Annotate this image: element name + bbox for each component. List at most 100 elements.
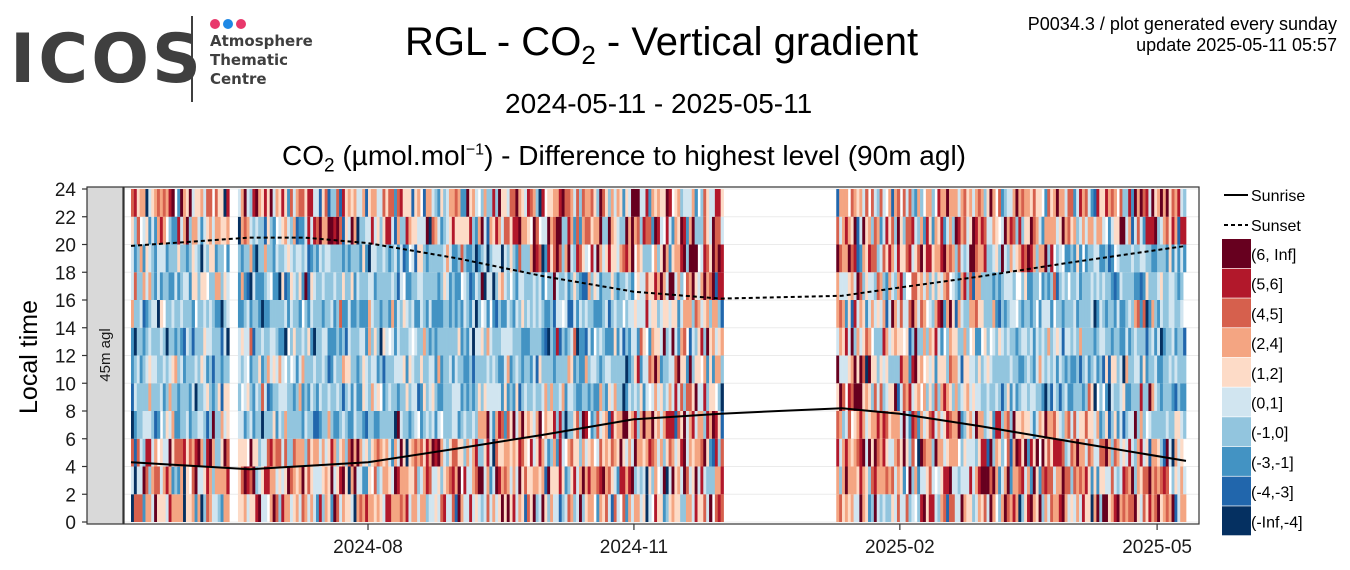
- heatmap-cell: [385, 438, 389, 467]
- heatmap-cell: [457, 355, 461, 384]
- heatmap-cell: [1064, 216, 1068, 245]
- heatmap-cell: [492, 355, 496, 384]
- heatmap-cell: [911, 355, 915, 384]
- heatmap-cell: [422, 411, 427, 439]
- legend-swatch: [1222, 268, 1251, 298]
- heatmap-cell: [547, 411, 551, 439]
- heatmap-cell: [480, 411, 484, 439]
- heatmap-cell: [1107, 244, 1112, 273]
- heatmap-cell: [628, 383, 632, 411]
- heatmap-cell: [980, 216, 985, 245]
- heatmap-cell: [1012, 300, 1016, 328]
- heatmap-cell: [998, 272, 1002, 300]
- heatmap-cell: [336, 327, 340, 356]
- heatmap-cell: [327, 244, 331, 273]
- heatmap-cell: [223, 327, 227, 356]
- heatmap-cell: [671, 494, 675, 522]
- heatmap-cell: [703, 300, 707, 328]
- subtitle-superscript: −1: [465, 141, 485, 159]
- heatmap-cell: [850, 216, 854, 245]
- heatmap-cell: [1099, 411, 1103, 439]
- heatmap-cell: [865, 438, 869, 467]
- heatmap-cell: [1154, 300, 1158, 328]
- heatmap-cell: [1079, 411, 1083, 439]
- heatmap-cell: [258, 355, 262, 384]
- heatmap-cell: [174, 383, 178, 411]
- heatmap-cell: [694, 327, 698, 356]
- heatmap-cell: [628, 216, 632, 245]
- heatmap-cell: [145, 355, 149, 384]
- heatmap-cell: [255, 494, 259, 522]
- heatmap-cell: [639, 189, 643, 217]
- heatmap-cell: [246, 244, 250, 273]
- heatmap-cell: [567, 383, 571, 411]
- heatmap-cell: [131, 411, 135, 439]
- heatmap-cell: [159, 494, 164, 522]
- heatmap-cell: [298, 383, 302, 411]
- heatmap-cell: [908, 189, 912, 217]
- heatmap-cell: [171, 494, 175, 522]
- heatmap-cell: [431, 216, 435, 245]
- heatmap-cell: [272, 189, 276, 217]
- heatmap-cell: [359, 411, 363, 439]
- heatmap-cell: [252, 300, 256, 328]
- heatmap-cell: [553, 494, 557, 522]
- heatmap-cell: [1021, 189, 1025, 217]
- heatmap-cell: [665, 466, 669, 495]
- heatmap-cell: [133, 466, 138, 495]
- heatmap-cell: [931, 216, 935, 245]
- heatmap-cell: [396, 466, 401, 495]
- heatmap-cell: [301, 272, 305, 300]
- heatmap-cell: [529, 355, 534, 384]
- heatmap-cell: [986, 189, 990, 217]
- heatmap-cell: [180, 466, 184, 495]
- heatmap-cell: [946, 355, 950, 384]
- subtitle-text: ) - Difference to highest level (90m agl…: [484, 140, 966, 171]
- heatmap-cell: [408, 327, 412, 356]
- heatmap-cell: [1099, 189, 1103, 217]
- heatmap-cell: [1029, 466, 1034, 495]
- heatmap-cell: [483, 272, 487, 300]
- heatmap-cell: [995, 272, 999, 300]
- heatmap-cell: [1116, 327, 1120, 356]
- heatmap-cell: [379, 466, 383, 495]
- heatmap-cell: [1174, 411, 1178, 439]
- heatmap-cell: [469, 272, 473, 300]
- heatmap-cell: [486, 466, 490, 495]
- heatmap-cell: [980, 272, 985, 300]
- heatmap-cell: [972, 327, 976, 356]
- heatmap-cell: [596, 300, 600, 328]
- heatmap-cell: [1041, 300, 1045, 328]
- heatmap-cell: [581, 272, 586, 300]
- heatmap-cell: [1125, 466, 1129, 495]
- subtitle-text: (µmol.mol: [334, 140, 466, 171]
- heatmap-cell: [538, 466, 542, 495]
- heatmap-cell: [506, 300, 510, 328]
- heatmap-cell: [503, 466, 508, 495]
- heatmap-cell: [145, 383, 149, 411]
- heatmap-cell: [258, 216, 262, 245]
- heatmap-cell: [1067, 494, 1071, 522]
- heatmap-cell: [980, 494, 985, 522]
- heatmap-cell: [631, 494, 635, 522]
- heatmap-cell: [249, 244, 253, 273]
- heatmap-cell: [1183, 355, 1187, 384]
- heatmap-cell: [266, 383, 271, 411]
- heatmap-cell: [593, 383, 597, 411]
- heatmap-cell: [891, 300, 895, 328]
- heatmap-cell: [544, 355, 548, 384]
- heatmap-cell: [651, 272, 655, 300]
- heatmap-cell: [969, 300, 973, 328]
- heatmap-cell: [593, 355, 597, 384]
- heatmap-cell: [645, 300, 649, 328]
- heatmap-cell: [573, 355, 577, 384]
- heatmap-cell: [1131, 355, 1135, 384]
- heatmap-cell: [925, 494, 930, 522]
- heatmap-cell: [396, 383, 401, 411]
- heatmap-cell: [558, 244, 563, 273]
- heatmap-cell: [631, 383, 635, 411]
- heatmap-cell: [850, 189, 854, 217]
- heatmap-cell: [460, 411, 464, 439]
- y-axis-label: Local time: [15, 300, 43, 414]
- heatmap-cell: [1148, 494, 1152, 522]
